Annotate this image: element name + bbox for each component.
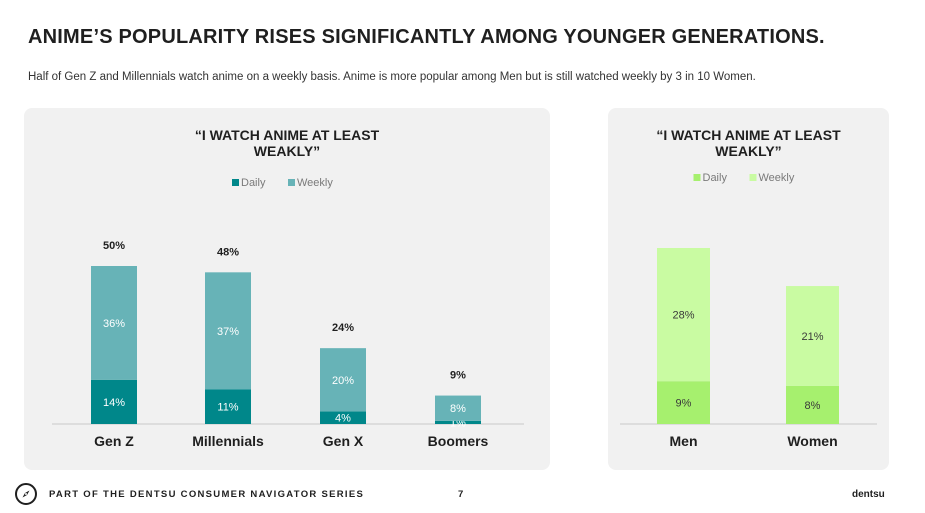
legend-label-weekly: Weekly [759,172,795,184]
brand-logo: dentsu [852,489,885,500]
bar-daily-boomers [435,420,481,424]
category-label-boomers: Boomers [428,433,489,449]
category-label-gen-z: Gen Z [94,433,134,449]
bar-weekly-men [657,248,710,382]
data-label-weekly-millennials: 37% [217,326,239,338]
data-label-weekly-men: 28% [672,310,694,322]
total-label-boomers: 9% [450,370,466,382]
chart-title-line2: WEAKLY” [254,143,320,159]
category-label-women: Women [787,433,837,449]
legend-swatch-weekly [288,179,295,186]
total-label-gen-z: 50% [103,240,125,252]
legend-label-weekly: Weekly [297,177,333,189]
category-label-gen-x: Gen X [323,433,364,449]
page-headline: ANIME’S POPULARITY RISES SIGNIFICANTLY A… [28,26,825,48]
legend-swatch-daily [693,174,701,181]
data-label-weekly-gen-x: 20% [332,375,354,387]
legend-label-daily: Daily [703,172,728,184]
data-label-daily-women: 8% [805,400,821,412]
compass-icon [15,483,37,505]
footer-series-text: PART OF THE DENTSU CONSUMER NAVIGATOR SE… [49,489,365,500]
total-label-gen-x: 24% [332,322,354,334]
data-label-weekly-gen-z: 36% [103,318,125,330]
data-label-daily-men: 9% [676,398,692,410]
chart-title-line1: “I WATCH ANIME AT LEAST [656,127,841,143]
category-label-men: Men [670,433,698,449]
bar-weekly-boomers [435,395,481,421]
footer: PART OF THE DENTSU CONSUMER NAVIGATOR SE… [0,481,925,509]
bar-daily-gen-x [320,411,366,424]
legend-swatch-weekly [749,174,757,181]
chart-title-line2: WEAKLY” [715,143,781,159]
page-subtitle: Half of Gen Z and Millennials watch anim… [28,71,756,83]
bar-weekly-gen-z [91,266,137,380]
legend-label-daily: Daily [241,177,266,189]
data-label-weekly-women: 21% [801,331,823,343]
bar-daily-millennials [205,389,251,424]
gender-chart-panel: “I WATCH ANIME AT LEAST WEAKLY” Daily Weekl… [608,108,889,470]
bar-weekly-gen-x [320,348,366,412]
chart-title-line1: “I WATCH ANIME AT LEAST [195,127,380,143]
data-label-daily-millennials: 11% [217,402,238,414]
data-label-daily-gen-z: 14% [103,397,125,409]
legend-swatch-daily [232,179,239,186]
bar-weekly-women [786,286,839,386]
data-label-weekly-boomers: 8% [450,403,466,415]
bar-daily-women [786,385,839,424]
bar-weekly-millennials [205,272,251,390]
total-label-millennials: 48% [217,246,239,258]
data-label-daily-gen-x: 4% [335,413,351,425]
category-label-millennials: Millennials [192,433,264,449]
page-number: 7 [458,489,464,500]
bar-daily-men [657,381,710,424]
generation-chart-panel: “I WATCH ANIME AT LEAST WEAKLY” Daily Weekl… [24,108,550,470]
bar-daily-gen-z [91,379,137,424]
